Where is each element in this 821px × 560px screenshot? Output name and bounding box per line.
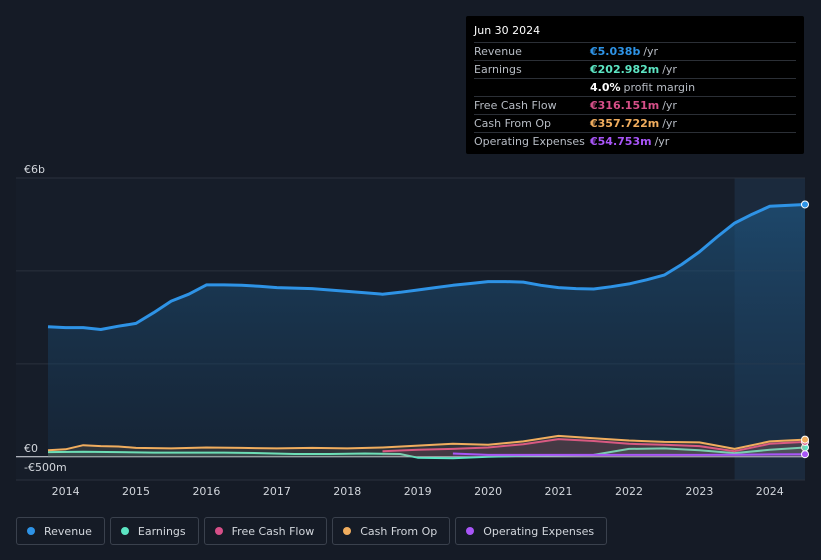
x-tick-label: 2017 bbox=[263, 485, 291, 498]
cash-from-op-end-marker bbox=[801, 435, 809, 444]
legend-item-free-cash-flow[interactable]: Free Cash Flow bbox=[203, 517, 328, 545]
tooltip-row-label bbox=[474, 79, 590, 96]
legend-dot-icon bbox=[466, 527, 475, 535]
cash-from-op-line bbox=[47, 434, 806, 452]
free-cash-flow-area bbox=[382, 439, 805, 457]
legend-item-operating-expenses[interactable]: Operating Expenses bbox=[455, 517, 608, 545]
tooltip-row-unit: profit margin bbox=[623, 81, 696, 94]
x-tick-label: 2014 bbox=[52, 485, 80, 498]
legend-dot-icon bbox=[343, 527, 352, 535]
tooltip-row: Cash From Op €357.722m/yr bbox=[474, 115, 796, 133]
x-tick-label: 2019 bbox=[404, 485, 432, 498]
tooltip-row-value: €54.753m bbox=[590, 135, 652, 148]
cash-from-op-area bbox=[48, 435, 805, 457]
free-cash-flow-line bbox=[382, 438, 806, 453]
y-tick-label: €0 bbox=[24, 442, 38, 455]
tooltip-row-label: Cash From Op bbox=[474, 117, 552, 130]
x-tick-label: 2022 bbox=[615, 485, 643, 498]
legend-label: Cash From Op bbox=[360, 524, 438, 538]
tooltip-panel: Jun 30 2024 Revenue €5.038b/yr Earnings €20… bbox=[466, 16, 804, 154]
earnings-line bbox=[47, 446, 806, 460]
tooltip-row-unit: /yr bbox=[654, 135, 670, 148]
revenue-end-marker bbox=[801, 200, 809, 209]
tooltip-row-value: €5.038b bbox=[590, 45, 641, 58]
tooltip-row-label: Operating Expenses bbox=[474, 135, 585, 148]
legend-item-cash-from-op[interactable]: Cash From Op bbox=[332, 517, 451, 545]
legend-dot-icon bbox=[120, 527, 129, 535]
x-tick-label: 2023 bbox=[685, 485, 713, 498]
x-tick-label: 2024 bbox=[756, 485, 784, 498]
x-tick-label: 2021 bbox=[545, 485, 573, 498]
tooltip-row: Revenue €5.038b/yr bbox=[474, 43, 796, 61]
x-tick-label: 2020 bbox=[474, 485, 502, 498]
tooltip-row: Free Cash Flow €316.151m/yr bbox=[474, 97, 796, 115]
legend-label: Earnings bbox=[137, 524, 186, 538]
tooltip-row-unit: /yr bbox=[662, 99, 677, 112]
y-tick-label: €6b bbox=[24, 163, 45, 176]
tooltip-row-label: Free Cash Flow bbox=[474, 99, 557, 112]
legend-dot-icon bbox=[214, 527, 223, 535]
legend-label: Revenue bbox=[44, 524, 92, 538]
tooltip-row-value: €202.982m bbox=[590, 63, 660, 76]
legend-item-revenue[interactable]: Revenue bbox=[16, 517, 105, 545]
operating-expenses-end-marker bbox=[801, 450, 809, 459]
tooltip-row-label: Earnings bbox=[474, 63, 522, 76]
tooltip-row: Earnings €202.982m/yr bbox=[474, 61, 796, 79]
revenue-line bbox=[47, 203, 806, 331]
legend-item-earnings[interactable]: Earnings bbox=[109, 517, 199, 545]
legend-label: Free Cash Flow bbox=[231, 524, 315, 538]
tooltip-row-value: €316.151m bbox=[590, 99, 660, 112]
legend-dot-icon bbox=[27, 527, 35, 535]
x-tick-label: 2015 bbox=[122, 485, 150, 498]
tooltip-row-value: 4.0% bbox=[590, 81, 621, 94]
tooltip-row: 4.0% profit margin bbox=[474, 79, 796, 97]
chart-legend: Revenue Earnings Free Cash Flow Cash From O… bbox=[16, 517, 608, 545]
y-tick-label: -€500m bbox=[24, 461, 67, 474]
revenue-area bbox=[48, 204, 805, 457]
tooltip-row-value: €357.722m bbox=[590, 117, 660, 130]
x-tick-label: 2016 bbox=[192, 485, 220, 498]
x-tick-label: 2018 bbox=[333, 485, 361, 498]
tooltip-date: Jun 30 2024 bbox=[474, 22, 796, 43]
legend-label: Operating Expenses bbox=[483, 524, 595, 538]
tooltip-row-unit: /yr bbox=[643, 45, 659, 58]
tooltip-row-label: Revenue bbox=[474, 45, 522, 58]
tooltip-row-unit: /yr bbox=[662, 63, 677, 76]
operating-expenses-line bbox=[452, 452, 806, 456]
tooltip-row: Operating Expenses €54.753m/yr bbox=[474, 133, 796, 150]
tooltip-row-unit: /yr bbox=[662, 117, 677, 130]
